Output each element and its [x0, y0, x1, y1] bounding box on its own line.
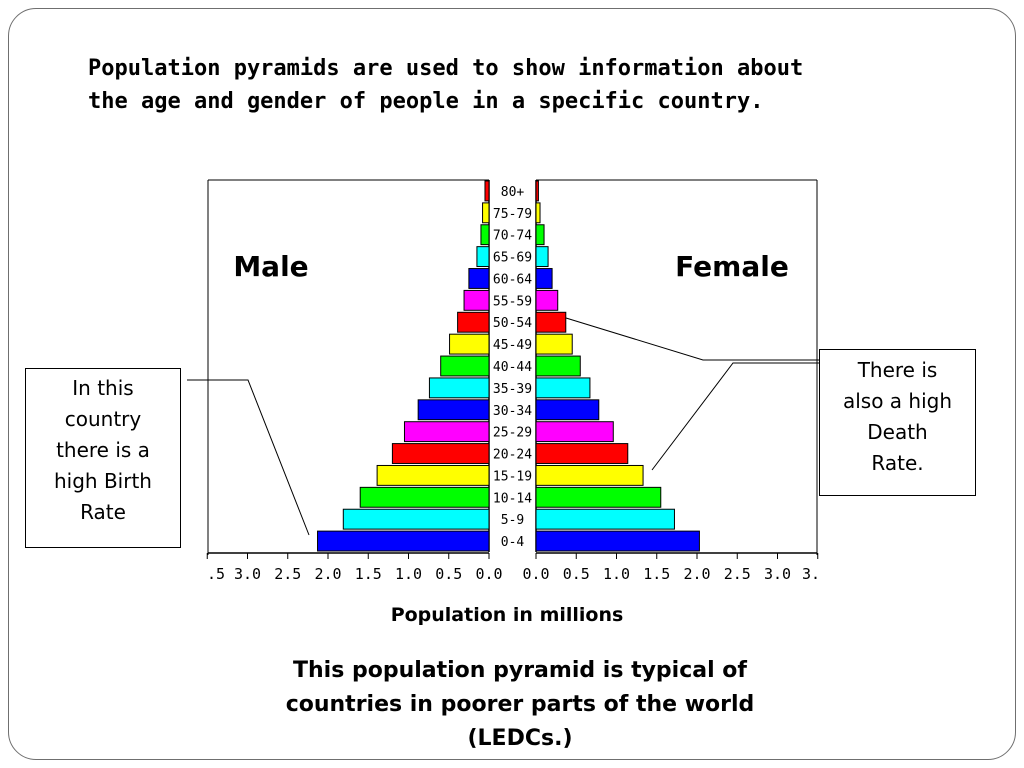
death-callout-line: There is	[857, 358, 938, 382]
legend-male: Male	[233, 250, 308, 283]
birth-callout-line: In this	[72, 376, 134, 400]
male-bar	[484, 180, 490, 202]
age-group-label: 75-79	[493, 207, 532, 222]
female-bar	[535, 486, 662, 508]
death-rate-connector-upper	[565, 317, 819, 361]
female-bar	[535, 289, 559, 311]
age-labels: 80+ 75-79 70-74 65-69 60-64 55-59 50-54 45-49 40…	[493, 185, 532, 550]
female-bar	[535, 180, 539, 202]
male-bar	[463, 289, 490, 311]
conclusion-line-3: (LEDCs.)	[467, 726, 573, 751]
conclusion-text: This population pyramid is typical of co…	[230, 654, 810, 756]
birth-rate-connector	[187, 379, 310, 536]
male-tick-label: 1.0	[395, 565, 422, 583]
male-bar	[457, 311, 490, 333]
age-group-label: 20-24	[493, 448, 532, 463]
age-group-label: 0-4	[501, 535, 525, 550]
age-group-label: 5-9	[501, 513, 524, 528]
death-callout-line: Death	[867, 420, 928, 444]
death-rate-callout: There is also a high Death Rate.	[819, 349, 976, 496]
female-bar	[535, 224, 545, 246]
female-bar	[535, 377, 591, 399]
male-bar	[417, 399, 490, 421]
male-bar	[440, 355, 490, 377]
death-rate-connector-lower	[651, 362, 819, 471]
female-bar	[535, 311, 567, 333]
age-group-label: 70-74	[493, 229, 532, 244]
birth-callout-line: country	[64, 407, 142, 431]
axis-ticks: .5 3.0 2.5 2.0 1.5 1.0 0.5 0.0 0.0 0.5 1.0 1.5 2.0 2.…	[206, 553, 820, 583]
male-tick-label: 1.5	[355, 565, 382, 583]
female-tick-label: 1.5	[643, 565, 670, 583]
female-bar	[535, 399, 600, 421]
female-bar	[535, 508, 675, 530]
female-bar	[535, 333, 573, 355]
female-tick-label: 0.5	[563, 565, 590, 583]
age-group-label: 40-44	[493, 360, 532, 375]
death-callout-line: Rate.	[871, 451, 924, 475]
age-group-label: 15-19	[493, 469, 532, 484]
male-bar	[376, 464, 490, 486]
male-bar	[480, 224, 490, 246]
female-bar	[535, 268, 553, 289]
male-bar	[428, 377, 490, 399]
age-group-label: 30-34	[493, 404, 532, 419]
male-tick-label: 2.5	[274, 565, 301, 583]
male-tick-label: 2.0	[314, 565, 341, 583]
male-bar	[449, 333, 490, 355]
female-bar	[535, 530, 700, 552]
male-bar	[468, 268, 490, 289]
birth-callout-line: Rate	[80, 500, 126, 524]
female-bar	[535, 443, 629, 464]
intro-line-1: Population pyramids are used to show inf…	[88, 56, 804, 81]
male-bar	[482, 202, 490, 224]
age-group-label: 65-69	[493, 251, 532, 266]
female-bar	[535, 355, 581, 377]
age-group-label: 55-59	[493, 294, 532, 309]
age-group-label: 80+	[501, 185, 525, 200]
male-bar	[317, 530, 490, 552]
male-bar	[359, 486, 490, 508]
female-tick-label: 3.	[802, 565, 820, 583]
birth-callout-line: there is a	[56, 438, 150, 462]
birth-callout-line: high Birth	[54, 469, 152, 493]
female-tick-label: 2.5	[724, 565, 751, 583]
age-group-label: 45-49	[493, 338, 532, 353]
conclusion-line-1: This population pyramid is typical of	[293, 658, 747, 683]
age-group-label: 60-64	[493, 272, 532, 287]
age-group-label: 35-39	[493, 382, 532, 397]
conclusion-line-2: countries in poorer parts of the world	[285, 692, 755, 717]
age-group-label: 25-29	[493, 426, 532, 441]
female-tick-label: 2.0	[683, 565, 710, 583]
male-tick-label: 0.0	[475, 565, 502, 583]
female-bar	[535, 246, 549, 268]
intro-line-2: the age and gender of people in a specif…	[88, 89, 764, 114]
male-bar	[342, 508, 490, 530]
intro-text: Population pyramids are used to show inf…	[88, 52, 888, 118]
callout-lines	[187, 317, 819, 536]
male-tick-label: 3.0	[234, 565, 261, 583]
male-tick-label: .5	[207, 565, 225, 583]
male-bar	[391, 443, 490, 464]
chart-bars	[317, 180, 700, 552]
legend-female: Female	[675, 250, 789, 283]
female-tick-label: 0.0	[522, 565, 549, 583]
female-tick-label: 1.0	[603, 565, 630, 583]
male-bar	[476, 246, 490, 268]
male-tick-label: 0.5	[435, 565, 462, 583]
age-group-label: 10-14	[493, 491, 532, 506]
female-tick-label: 3.0	[764, 565, 791, 583]
female-bar	[535, 421, 614, 443]
male-bar	[403, 421, 490, 443]
x-axis-label: Population in millions	[390, 604, 624, 626]
female-bar	[535, 464, 644, 486]
female-bar	[535, 202, 541, 224]
age-group-label: 50-54	[493, 316, 532, 331]
death-callout-line: also a high	[842, 389, 953, 413]
birth-rate-callout: In this country there is a high Birth Ra…	[25, 368, 181, 548]
